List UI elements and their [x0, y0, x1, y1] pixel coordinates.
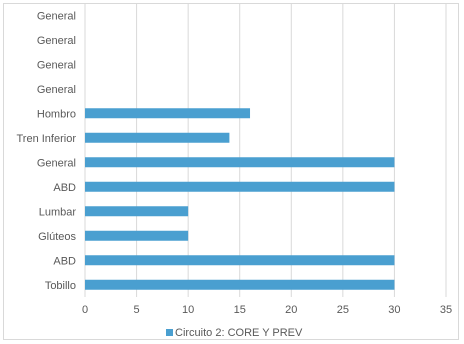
category-label: General [37, 84, 76, 96]
category-label: General [37, 157, 76, 169]
bar [85, 181, 395, 192]
bar [85, 108, 251, 119]
x-tick-label: 30 [388, 304, 400, 316]
category-label: Lumbar [39, 206, 77, 218]
category-label: Tobillo [45, 280, 76, 292]
category-label: Tren Inferior [16, 133, 76, 145]
x-tick-label: 10 [182, 304, 194, 316]
legend: Circuito 2: CORE Y PREV [166, 327, 303, 339]
bar [85, 279, 395, 290]
bar [85, 230, 189, 241]
category-label: General [37, 59, 76, 71]
category-label: General [37, 35, 76, 47]
legend-label: Circuito 2: CORE Y PREV [175, 327, 303, 339]
x-tick-label: 15 [234, 304, 246, 316]
bar [85, 132, 230, 143]
gridlines [84, 3, 447, 297]
x-tick-label: 25 [337, 304, 349, 316]
bar [85, 255, 395, 266]
bar [85, 157, 395, 168]
bar [85, 206, 189, 217]
legend-swatch [166, 329, 173, 336]
x-tick-label: 20 [285, 304, 297, 316]
x-tick-label: 0 [82, 304, 88, 316]
bars [85, 108, 395, 290]
x-tick-label: 5 [134, 304, 140, 316]
category-labels: General General General General Hombro Tren I… [16, 10, 76, 292]
category-label: ABD [53, 255, 76, 267]
category-label: ABD [53, 182, 76, 194]
category-label: General [37, 10, 76, 22]
x-tick-label: 35 [440, 304, 452, 316]
x-tick-labels: 0 5 10 15 20 25 30 35 [82, 304, 452, 316]
category-label: Hombro [37, 108, 76, 120]
category-label: Glúteos [38, 231, 76, 243]
